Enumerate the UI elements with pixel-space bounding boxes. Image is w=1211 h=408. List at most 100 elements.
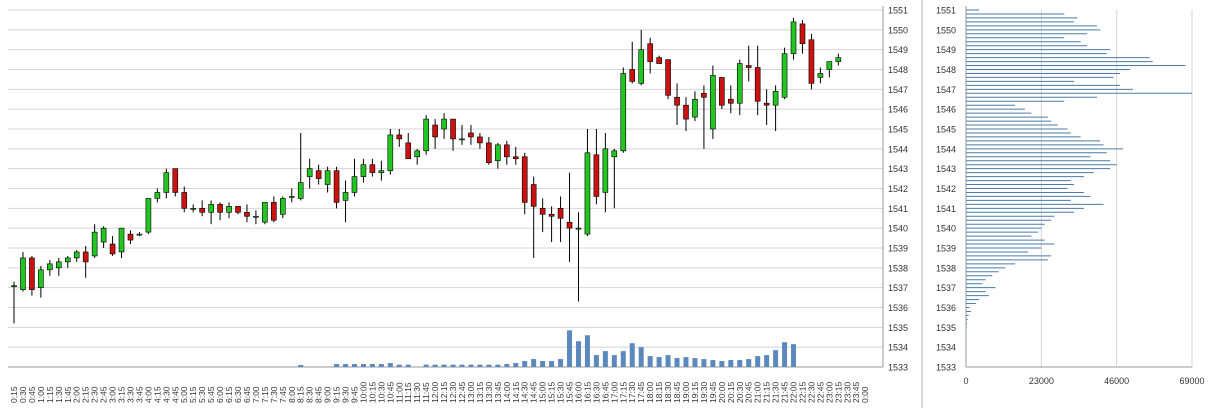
candle-down (808, 39, 815, 84)
candle-down (109, 243, 116, 255)
candle-up (20, 257, 26, 290)
x-tick-label: 13:30 (484, 381, 494, 403)
volume-bar (522, 361, 528, 367)
x-tick-label: 14:15 (511, 381, 521, 403)
x-tick-label: 9:45 (349, 386, 359, 403)
x-tick-label: 2:30 (90, 386, 100, 403)
candle-up (118, 227, 125, 253)
volume-bar (611, 355, 617, 367)
profile-y-tick-label: 1533 (936, 363, 956, 373)
candle-down (665, 59, 671, 96)
x-tick-label: 5:45 (206, 386, 216, 403)
volume-bar (298, 365, 304, 367)
x-tick-label: 22:00 (789, 381, 799, 403)
volume-bar (575, 341, 581, 367)
volume-bar (495, 364, 501, 367)
x-tick-label: 20:00 (717, 381, 727, 403)
volume-bar (584, 335, 590, 367)
candle-up (306, 168, 313, 177)
candle-up (781, 53, 788, 98)
x-tick-label: 6:15 (224, 386, 234, 403)
volume-bar (423, 364, 429, 367)
volume-bar (459, 364, 465, 367)
x-tick-label: 8:15 (296, 386, 306, 403)
profile-x-tick-label: 23000 (1029, 376, 1054, 386)
x-tick-label: 4:15 (152, 386, 162, 403)
candle-down (477, 136, 483, 144)
candle-up (324, 170, 331, 185)
candle-up (638, 49, 645, 84)
profile-y-tick-label: 1540 (936, 224, 956, 234)
y-tick-label: 1537 (888, 283, 908, 293)
profile-y-tick-label: 1535 (936, 323, 956, 333)
candle-down (521, 156, 528, 203)
x-tick-label: 19:15 (690, 381, 700, 403)
x-tick-label: 1:00 (36, 386, 46, 403)
volume-bar (343, 364, 349, 367)
x-tick-label: 15:45 (565, 381, 575, 403)
candle-down (82, 251, 89, 263)
profile-y-tick-label: 1550 (936, 25, 956, 35)
y-tick-label: 1543 (888, 164, 908, 174)
candle-up (835, 57, 842, 62)
x-tick-label: 9:15 (332, 386, 342, 403)
y-tick-label: 1548 (888, 65, 908, 75)
y-tick-label: 1551 (888, 6, 908, 16)
x-tick-label: 16:00 (573, 381, 583, 403)
x-tick-label: 2:15 (81, 386, 91, 403)
profile-y-tick-label: 1537 (936, 283, 956, 293)
candle-down (530, 184, 537, 207)
volume-bar (477, 364, 483, 367)
x-tick-label: 7:00 (251, 386, 261, 403)
price-chart-panel: 1533 1534 1535 1536 1537 1538 1539 1540 1541 1542… (8, 6, 908, 403)
volume-bar (656, 357, 662, 367)
x-tick-label: 1:30 (54, 386, 64, 403)
volume-bar (791, 344, 797, 367)
x-tick-label: 11:15 (403, 382, 413, 403)
x-tick-label: 5:30 (197, 386, 207, 403)
volume-bar (486, 364, 492, 367)
x-tick-label: 6:30 (233, 386, 243, 403)
x-tick-label: 18:15 (654, 381, 664, 403)
volume-bar (710, 360, 716, 367)
volume-bar (360, 364, 366, 367)
candle-down (333, 170, 340, 203)
x-tick-label: 23:45 (851, 381, 861, 403)
volume-bar (746, 359, 752, 367)
volume-bar (737, 360, 743, 367)
candle-up (47, 263, 53, 271)
candle-up (208, 204, 214, 213)
candle-down (235, 206, 241, 213)
x-tick-label: 19:45 (708, 381, 718, 403)
x-tick-label: 20:45 (744, 381, 754, 403)
y-tick-label: 1544 (888, 144, 908, 154)
candle-up (253, 215, 259, 218)
volume-bar (782, 342, 788, 367)
candle-down (181, 192, 188, 209)
profile-x-tick-label: 0 (963, 376, 968, 386)
volume-bar (647, 356, 653, 367)
candle-up (38, 269, 44, 288)
candle-up (64, 257, 71, 263)
candle-up (817, 73, 824, 78)
candle-down (557, 208, 564, 219)
candle-down (745, 65, 752, 68)
volume-bar (620, 351, 626, 367)
profile-y-tick-label: 1549 (936, 45, 956, 55)
x-tick-label: 8:30 (305, 386, 315, 403)
x-tick-label: 8:45 (314, 386, 324, 403)
y-tick-label: 1541 (888, 204, 908, 214)
candle-down (629, 69, 636, 82)
volume-bar (513, 363, 519, 367)
volume-bar (334, 364, 340, 367)
x-tick-label: 16:30 (591, 381, 601, 403)
x-tick-label: 1:15 (45, 386, 55, 403)
candle-down (674, 96, 680, 106)
profile-y-tick-label: 1534 (936, 343, 956, 353)
x-tick-label: 16:45 (600, 381, 610, 403)
x-tick-label: 22:30 (806, 381, 816, 403)
candle-down (468, 132, 474, 138)
x-tick-label: 17:45 (636, 381, 646, 403)
candle-down (432, 124, 438, 138)
x-tick-label: 13:00 (466, 381, 476, 403)
